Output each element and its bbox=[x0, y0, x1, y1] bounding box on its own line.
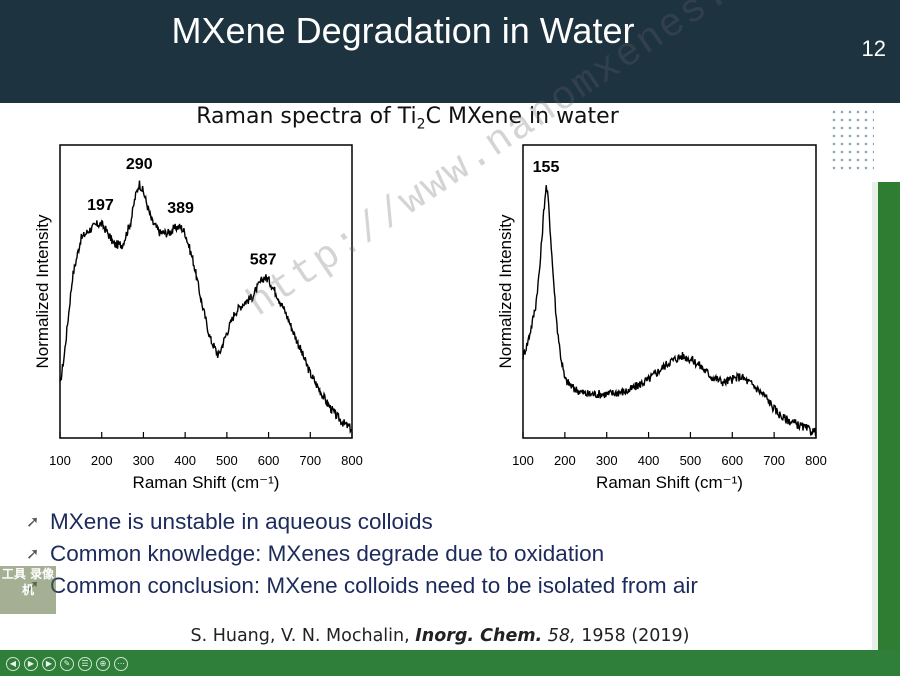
pen-icon[interactable]: ✎ bbox=[60, 657, 74, 671]
play-icon[interactable]: ▶ bbox=[24, 657, 38, 671]
x-tick-label: 700 bbox=[299, 453, 321, 468]
x-tick-label: 500 bbox=[216, 453, 238, 468]
citation-volume: 58, bbox=[547, 626, 576, 646]
x-tick-label: 400 bbox=[174, 453, 196, 468]
bullet-item: ➚ MXene is unstable in aqueous colloids bbox=[26, 506, 846, 538]
figure-title-subscript: 2 bbox=[416, 116, 426, 133]
peak-label: 389 bbox=[167, 200, 194, 217]
peak-label: 290 bbox=[126, 156, 153, 173]
x-tick-label: 700 bbox=[763, 453, 785, 468]
figure-title-suffix: C MXene in water bbox=[425, 104, 619, 129]
x-axis-label: Raman Shift (cm⁻¹) bbox=[133, 473, 280, 492]
plot-frame bbox=[522, 144, 817, 439]
x-tick-label: 600 bbox=[258, 453, 280, 468]
recorder-stamp: 工具 录像机 bbox=[0, 566, 56, 614]
spectrum-line bbox=[59, 180, 353, 435]
x-tick-label: 200 bbox=[554, 453, 576, 468]
x-tick-label: 600 bbox=[721, 453, 743, 468]
peak-label: 155 bbox=[533, 159, 560, 176]
more-icon[interactable]: ⋯ bbox=[114, 657, 128, 671]
arrow-bullet-icon: ➚ bbox=[26, 514, 40, 531]
x-tick-label: 500 bbox=[680, 453, 702, 468]
bullet-text: Common knowledge: MXenes degrade due to … bbox=[50, 541, 605, 566]
slide-number: 12 bbox=[861, 36, 886, 61]
peak-label: 197 bbox=[87, 197, 114, 214]
plot-frame bbox=[59, 144, 353, 439]
bullet-text: Common conclusion: MXene colloids need t… bbox=[50, 573, 698, 598]
decorative-dots bbox=[830, 108, 874, 174]
player-control-bar bbox=[0, 650, 900, 676]
arrow-bullet-icon: ➚ bbox=[26, 546, 40, 563]
y-axis-label: Normalized Intensity bbox=[33, 214, 52, 369]
citation-rest: 1958 (2019) bbox=[581, 626, 690, 646]
zoom-icon[interactable]: ⊕ bbox=[96, 657, 110, 671]
x-tick-label: 100 bbox=[49, 453, 71, 468]
peak-label: 587 bbox=[250, 252, 277, 269]
slide-header bbox=[0, 0, 900, 103]
slide-title: MXene Degradation in Water bbox=[171, 10, 635, 51]
x-tick-label: 800 bbox=[341, 453, 363, 468]
figure-title-prefix: Raman spectra of Ti bbox=[196, 104, 417, 129]
x-axis-label: Raman Shift (cm⁻¹) bbox=[596, 473, 743, 492]
x-tick-label: 800 bbox=[805, 453, 827, 468]
stripe-accent bbox=[872, 182, 878, 652]
citation-journal: Inorg. Chem. bbox=[415, 626, 543, 646]
menu-icon[interactable]: ☰ bbox=[78, 657, 92, 671]
x-tick-label: 200 bbox=[91, 453, 113, 468]
prev-icon[interactable]: ◀ bbox=[6, 657, 20, 671]
bullet-list: ➚ MXene is unstable in aqueous colloids ➚… bbox=[26, 506, 846, 602]
y-axis-label: Normalized Intensity bbox=[496, 214, 515, 369]
green-stripe bbox=[878, 182, 900, 652]
bullet-item: ➚Common conclusion: MXene colloids need … bbox=[26, 570, 846, 602]
bullet-item: ➚ Common knowledge: MXenes degrade due to… bbox=[26, 538, 846, 570]
spectrum-line bbox=[522, 185, 817, 437]
next-icon[interactable]: ▶ bbox=[42, 657, 56, 671]
citation: S. Huang, V. N. Mochalin, Inorg. Chem. 5… bbox=[0, 626, 880, 646]
x-tick-label: 300 bbox=[596, 453, 618, 468]
x-tick-label: 100 bbox=[512, 453, 534, 468]
figure-title: Raman spectra of Ti2C MXene in water bbox=[0, 104, 815, 132]
citation-authors: S. Huang, V. N. Mochalin, bbox=[190, 626, 410, 646]
x-tick-label: 400 bbox=[638, 453, 660, 468]
bullet-text: MXene is unstable in aqueous colloids bbox=[50, 509, 433, 534]
x-tick-label: 300 bbox=[133, 453, 155, 468]
